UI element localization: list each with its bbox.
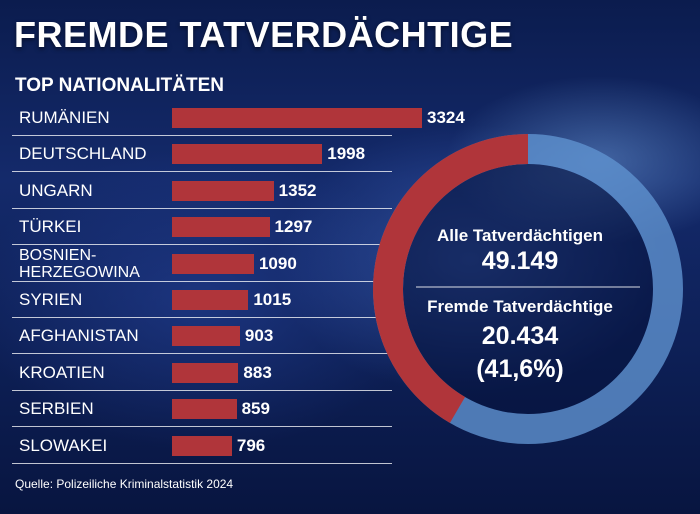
- row-divider: [12, 317, 392, 318]
- row-divider: [12, 426, 392, 428]
- bar-value-label: 1015: [253, 290, 292, 309]
- bar-row: SYRIEN 1015: [12, 282, 392, 318]
- category-label: DEUTSCHLAND: [19, 144, 147, 164]
- total-label: Alle Tatverdächtigen: [437, 226, 603, 245]
- bar: [172, 108, 422, 128]
- bar-value-label: 903: [244, 326, 274, 346]
- bar-value-label: 1998: [327, 144, 366, 164]
- bar-row: SERBIEN 859: [12, 391, 392, 428]
- row-divider: [12, 135, 392, 136]
- bar: [172, 253, 254, 274]
- bar-row: TÜRKEI 1297: [12, 209, 392, 246]
- bar-value-label: 1090: [258, 253, 297, 273]
- row-divider: [12, 207, 392, 209]
- bar-value-label: 859: [241, 399, 270, 419]
- row-divider: [12, 353, 392, 355]
- category-label: SLOWAKEI: [19, 435, 108, 455]
- bar: [172, 399, 237, 420]
- bar-row: BOSNIEN- HERZEGOWINA 1090: [12, 246, 392, 282]
- row-divider: [12, 171, 392, 173]
- category-label: SYRIEN: [19, 290, 83, 309]
- category-label: RUMÄNIEN: [19, 108, 110, 127]
- bar: [172, 290, 249, 310]
- source-note: Quelle: Polizeiliche Kriminalstatistik 2…: [15, 477, 234, 491]
- row-divider: [12, 244, 392, 246]
- bar-value-label: 883: [243, 362, 272, 382]
- bar-value-label: 796: [236, 435, 266, 455]
- bar-row: SLOWAKEI 796: [12, 428, 392, 464]
- foreign-percent: (41,6%): [476, 355, 564, 383]
- bar-row: RUMÄNIEN 3324: [12, 100, 465, 136]
- category-label: TÜRKEI: [19, 217, 82, 237]
- row-divider: [12, 389, 392, 391]
- bar: [172, 326, 240, 347]
- page-title: FREMDE TATVERDÄCHTIGE: [14, 14, 514, 55]
- bar-row: AFGHANISTAN 903: [12, 318, 392, 355]
- bar: [172, 217, 270, 238]
- bar-row: UNGARN 1352: [12, 173, 392, 209]
- bar-value-label: 1297: [274, 217, 313, 237]
- category-label: AFGHANISTAN: [19, 326, 139, 346]
- chart-subtitle: TOP NATIONALITÄTEN: [15, 75, 224, 96]
- bar-row: KROATIEN 883: [12, 355, 392, 391]
- category-label: SERBIEN: [19, 399, 94, 419]
- bar-row: DEUTSCHLAND 1998: [12, 136, 392, 173]
- bar: [172, 180, 274, 201]
- category-label: UNGARN: [19, 180, 93, 200]
- foreign-label: Fremde Tatverdächtige: [427, 297, 613, 316]
- bar: [172, 144, 323, 165]
- category-label: KROATIEN: [19, 362, 105, 382]
- category-label: BOSNIEN- HERZEGOWINA: [19, 246, 140, 281]
- total-value: 49.149: [481, 247, 559, 275]
- bar: [172, 435, 232, 456]
- row-divider: [12, 462, 392, 464]
- donut-center: [403, 164, 653, 414]
- row-divider: [12, 280, 392, 282]
- donut-slice-foreign: [373, 134, 529, 423]
- bar-value-label: 3324: [427, 108, 465, 127]
- bar-value-label: 1352: [278, 180, 317, 200]
- bar: [172, 362, 239, 383]
- donut-chart: [373, 134, 683, 444]
- foreign-value: 20.434: [481, 322, 559, 350]
